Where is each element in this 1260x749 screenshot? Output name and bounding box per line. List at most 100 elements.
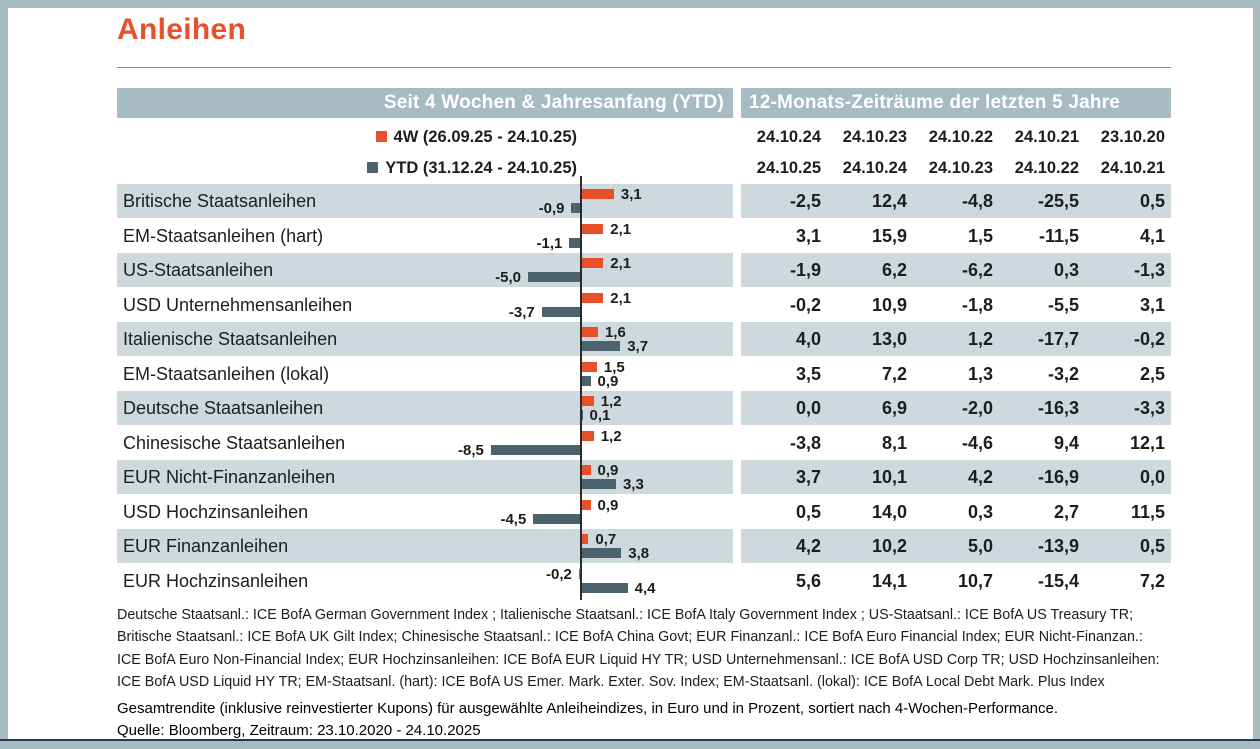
row-label: EUR Nicht-Finanzanleihen — [123, 467, 336, 487]
bar-ytd — [581, 479, 616, 489]
bar-ytd — [581, 341, 621, 351]
return-cell: 10,1 — [871, 467, 907, 487]
table-row-values: 4,0 13,0 1,2 -17,7 -0,2 — [741, 322, 1171, 356]
return-cell: -13,9 — [1037, 536, 1079, 556]
legend-swatch-ytd-icon — [367, 162, 379, 173]
legend-label-4w: 4W (26.09.25 - 24.10.25) — [393, 128, 577, 146]
bar-4w — [581, 189, 614, 199]
period-start-date: 24.10.24 — [756, 128, 821, 146]
row-label: EUR Hochzinsanleihen — [123, 570, 309, 591]
bar-ytd — [569, 237, 581, 248]
caption-block: Gesamtrendite (inklusive reinvestierter … — [117, 698, 1177, 741]
return-cell: -6,2 — [961, 260, 993, 280]
return-cell: 9,4 — [1053, 432, 1079, 453]
bottom-divider — [0, 739, 1260, 741]
return-cell: 4,2 — [795, 536, 821, 556]
legend-swatch-4w-icon — [375, 131, 387, 142]
bar-ytd-value: -1,1 — [536, 234, 563, 252]
frame-border-top — [0, 0, 1260, 8]
return-cell: -16,9 — [1037, 467, 1079, 487]
legend: 4W (26.09.25 - 24.10.25) YTD (31.12.24 -… — [117, 122, 577, 184]
table-row-values: -1,9 6,2 -6,2 0,3 -1,3 — [741, 253, 1171, 287]
table-row-chart: EM-Staatsanleihen (lokal) 1,5 0,9 — [117, 357, 733, 391]
return-cell: -16,3 — [1037, 398, 1079, 418]
row-label: USD Hochzinsanleihen — [123, 501, 309, 522]
bar-4w — [581, 534, 589, 544]
index-footnotes: Deutsche Staatsanl.: ICE BofA German Gov… — [117, 604, 1177, 694]
table-row-values: -0,2 10,9 -1,8 -5,5 3,1 — [741, 288, 1171, 322]
bar-4w-value: 1,5 — [603, 358, 625, 376]
bar-4w-value: 1,2 — [600, 393, 622, 410]
return-cell: -15,4 — [1037, 570, 1079, 591]
return-cell: 1,5 — [967, 225, 993, 246]
row-label: EM-Staatsanleihen (lokal) — [123, 363, 330, 384]
bar-4w-value: 2,1 — [610, 289, 632, 307]
table-section-header: 12-Monats-Zeiträume der letzten 5 Jahre — [741, 88, 1171, 118]
return-cell: 4,2 — [967, 467, 993, 487]
footnote-line: ICE BofA Euro Non-Financial Index; EUR H… — [117, 651, 1160, 668]
return-cell: 3,1 — [1139, 294, 1165, 315]
return-cell: 3,1 — [795, 225, 821, 246]
row-label: Deutsche Staatsanleihen — [123, 398, 324, 418]
bar-4w-value: -0,2 — [546, 565, 572, 583]
row-label: EUR Finanzanleihen — [123, 536, 289, 556]
return-cell: -5,5 — [1047, 294, 1079, 315]
table-row-values: 3,1 15,9 1,5 -11,5 4,1 — [741, 219, 1171, 253]
caption: Gesamtrendite (inklusive reinvestierter … — [117, 700, 1059, 717]
bar-ytd — [528, 272, 581, 282]
table-row-values: -3,8 8,1 -4,6 9,4 12,1 — [741, 426, 1171, 460]
return-cell: 14,0 — [871, 501, 907, 522]
return-cell: -17,7 — [1037, 329, 1079, 349]
return-cell: -25,5 — [1037, 191, 1079, 211]
period-end-date: 24.10.25 — [756, 159, 821, 177]
return-cell: 14,1 — [871, 570, 907, 591]
table-row-chart: US-Staatsanleihen 2,1 -5,0 — [117, 253, 733, 287]
bar-ytd-value: -3,7 — [508, 303, 535, 321]
table-row-chart: Britische Staatsanleihen 3,1 -0,9 — [117, 184, 733, 218]
period-start-row: 24.10.24 24.10.23 24.10.22 24.10.21 23.10.20 — [741, 122, 1171, 153]
table-row-values: 0,5 14,0 0,3 2,7 11,5 — [741, 495, 1171, 529]
row-label: Chinesische Staatsanleihen — [123, 432, 346, 453]
return-cell: -4,6 — [961, 432, 993, 453]
bar-4w-value: 0,9 — [597, 496, 619, 514]
chart-section-header: Seit 4 Wochen & Jahresanfang (YTD) — [117, 88, 733, 118]
return-cell: -2,0 — [961, 398, 993, 418]
return-cell: -3,2 — [1047, 363, 1079, 384]
row-label: USD Unternehmensanleihen — [123, 294, 353, 315]
bar-4w — [581, 396, 594, 406]
row-label: US-Staatsanleihen — [123, 260, 274, 280]
bar-ytd-value: -0,9 — [538, 200, 565, 217]
table-row-values: 5,6 14,1 10,7 -15,4 7,2 — [741, 564, 1171, 598]
return-cell: -2,5 — [789, 191, 821, 211]
bar-4w — [581, 430, 594, 441]
return-cell: 15,9 — [871, 225, 907, 246]
title-divider — [117, 67, 1171, 68]
bar-4w — [581, 499, 591, 510]
bar-4w-value: 0,7 — [595, 531, 617, 548]
period-end-date: 24.10.21 — [1100, 159, 1165, 177]
table-row-chart: EUR Hochzinsanleihen -0,2 4,4 — [117, 564, 733, 598]
table-row-values: -2,5 12,4 -4,8 -25,5 0,5 — [741, 184, 1171, 218]
row-label: Italienische Staatsanleihen — [123, 329, 338, 349]
bar-4w — [581, 327, 598, 337]
return-cell: 7,2 — [881, 363, 907, 384]
table-row-chart: Chinesische Staatsanleihen 1,2 -8,5 — [117, 426, 733, 460]
period-end-date: 24.10.23 — [928, 159, 993, 177]
return-cell: 4,0 — [795, 329, 821, 349]
period-end-row: 24.10.25 24.10.24 24.10.23 24.10.22 24.10.21 — [741, 153, 1171, 184]
table-row-chart: EUR Nicht-Finanzanleihen 0,9 3,3 — [117, 460, 733, 494]
return-cell: 2,7 — [1053, 501, 1079, 522]
return-cell: 3,5 — [795, 363, 821, 384]
row-label: EM-Staatsanleihen (hart) — [123, 225, 324, 246]
return-cell: 8,1 — [881, 432, 907, 453]
return-cell: 6,9 — [881, 398, 907, 418]
bar-4w-value: 1,6 — [604, 324, 626, 341]
bar-ytd-value: 3,8 — [628, 545, 650, 562]
return-cell: 4,1 — [1139, 225, 1165, 246]
return-cell: 11,5 — [1130, 501, 1165, 522]
return-cell: -1,9 — [789, 260, 821, 280]
return-cell: 6,2 — [881, 260, 907, 280]
bar-ytd — [490, 444, 581, 455]
bar-4w — [581, 361, 597, 372]
return-cell: 1,3 — [967, 363, 993, 384]
